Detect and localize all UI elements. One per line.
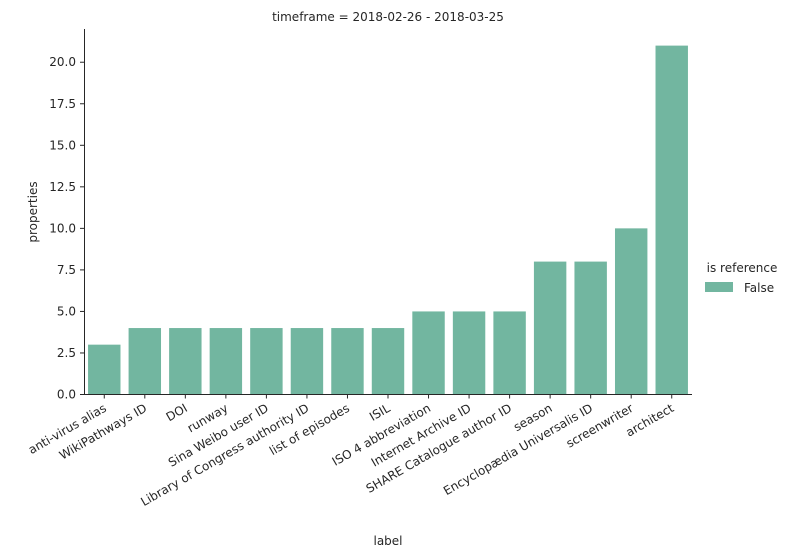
y-tick-label: 10.0 xyxy=(49,221,76,235)
bar xyxy=(209,328,243,395)
y-tick-label: 17.5 xyxy=(49,97,76,111)
bar xyxy=(331,328,364,395)
bar xyxy=(250,328,283,395)
bar xyxy=(88,344,121,395)
bar xyxy=(169,328,202,395)
legend-label-false: False xyxy=(744,281,774,295)
y-tick-label: 5.0 xyxy=(57,304,76,318)
y-tick-label: 12.5 xyxy=(49,180,76,194)
bar xyxy=(371,328,405,395)
x-axis-label: label xyxy=(373,534,402,548)
bar xyxy=(290,328,324,395)
legend-swatch-false xyxy=(705,282,733,292)
bar xyxy=(128,328,162,395)
y-tick-label: 20.0 xyxy=(49,55,76,69)
x-tick-label: DOI xyxy=(164,401,190,424)
x-tick-label: ISIL xyxy=(367,401,393,424)
bar xyxy=(493,311,526,395)
y-tick-label: 7.5 xyxy=(57,263,76,277)
bar xyxy=(614,228,648,395)
y-tick-label: 2.5 xyxy=(57,346,76,360)
y-ticks: 0.0 2.5 5.0 7.5 10.0 12.5 15.0 17.5 20.0 xyxy=(49,55,84,402)
y-tick-label: 15.0 xyxy=(49,138,76,152)
chart-title: timeframe = 2018-02-26 - 2018-03-25 xyxy=(272,10,504,24)
y-axis-label: properties xyxy=(26,181,40,242)
bar xyxy=(655,45,688,395)
bar xyxy=(533,261,567,395)
bar xyxy=(412,311,445,395)
legend: is reference False xyxy=(705,261,777,295)
bar xyxy=(574,261,607,395)
bars xyxy=(88,45,688,395)
y-tick-label: 0.0 xyxy=(57,388,76,402)
bar xyxy=(452,311,486,395)
x-tick-label: Library of Congress authority ID xyxy=(138,401,311,509)
legend-title: is reference xyxy=(707,261,778,275)
